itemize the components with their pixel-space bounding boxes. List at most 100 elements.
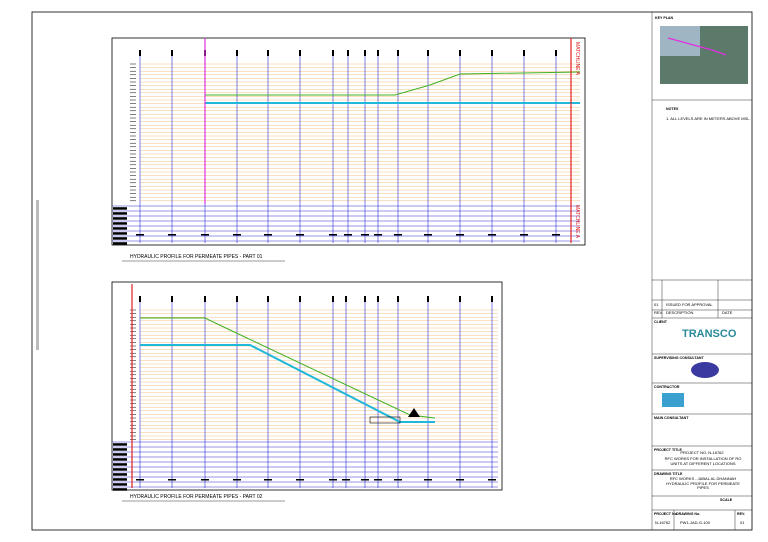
consultant-heading: SUPERVISING CONSULTANT: [654, 356, 705, 360]
station-marker: [427, 296, 429, 302]
table-mark: [488, 479, 496, 481]
table-mark: [233, 479, 241, 481]
station-marker: [299, 50, 301, 56]
rev-header: DATE: [722, 310, 733, 315]
station-marker: [459, 50, 461, 56]
rev-header: DESCRIPTION: [666, 310, 693, 315]
table-mark: [136, 234, 144, 236]
station-marker: [236, 296, 238, 302]
table-mark: [374, 234, 382, 236]
contractor-heading: CONTRACTOR: [654, 385, 680, 389]
drawing-title: RFC WORKS - JABAL AL DHANNAH HYDRAULIC P…: [666, 477, 740, 490]
station-marker: [397, 296, 399, 302]
sheet-border: [31, 11, 753, 531]
table-mark: [233, 234, 241, 236]
drawing-no: PW1-JAD-G-100: [680, 520, 711, 525]
station-marker: [347, 50, 349, 56]
station-marker: [139, 296, 141, 302]
table-mark: [361, 479, 369, 481]
table-mark: [296, 234, 304, 236]
station-marker: [267, 50, 269, 56]
table-mark: [168, 234, 176, 236]
table-label: [113, 458, 127, 461]
profile-views: [36, 38, 581, 491]
table-label: [113, 478, 127, 481]
consultant-logo: [691, 362, 719, 378]
station-marker: [427, 50, 429, 56]
structure: [369, 416, 401, 424]
table-label: [113, 237, 127, 240]
view-frame: [111, 281, 503, 491]
ground-line: [205, 71, 581, 96]
table-label: [113, 242, 127, 245]
table-label: [113, 483, 127, 486]
table-mark: [394, 234, 402, 236]
table-label: [113, 463, 127, 466]
station-marker: [204, 296, 206, 302]
table-mark: [344, 234, 352, 236]
table-label: [113, 453, 127, 456]
view-title: HYDRAULIC PROFILE FOR PERMEATE PIPES - P…: [130, 494, 263, 500]
scale-heading: SCALE: [720, 498, 733, 502]
station-marker: [364, 296, 366, 302]
project: RFC WORKS FOR INSTALLATION OF RO UNITS A…: [664, 457, 742, 466]
table-mark: [456, 479, 464, 481]
station-marker: [491, 296, 493, 302]
table-mark: [264, 479, 272, 481]
table-mark: [329, 234, 337, 236]
table-mark: [136, 479, 144, 481]
table-label: [113, 468, 127, 471]
station-marker: [171, 296, 173, 302]
station-marker: [364, 50, 366, 56]
revision: ISSUED FOR APPROVAL: [666, 302, 713, 307]
table-mark: [424, 479, 432, 481]
table-mark: [552, 234, 560, 236]
station-marker: [523, 50, 525, 56]
table-mark: [520, 234, 528, 236]
station-marker: [397, 50, 399, 56]
station-marker: [171, 50, 173, 56]
rev: 01: [740, 520, 745, 525]
table-label: [113, 473, 127, 476]
table-label: [113, 222, 127, 225]
station-marker: [377, 296, 379, 302]
station-marker: [377, 50, 379, 56]
table-mark: [394, 479, 402, 481]
client-logo: TRANSCO: [682, 328, 737, 340]
notes-heading: NOTES: [666, 107, 679, 111]
table-mark: [201, 234, 209, 236]
table-label: [113, 443, 127, 446]
station-marker: [332, 50, 334, 56]
table-label: [113, 207, 127, 210]
table-label: [113, 212, 127, 215]
project-no: PROJECT NO. N-16762: [680, 450, 724, 455]
table-mark: [168, 479, 176, 481]
table-mark: [488, 234, 496, 236]
table-mark: [329, 479, 337, 481]
station-marker: [459, 296, 461, 302]
ground-line: [140, 317, 436, 419]
drawing-heading: DRAWING TITLE: [654, 472, 683, 476]
note: 1. ALL LEVELS ARE IN METERS ABOVE MSL.: [666, 116, 751, 121]
table-mark: [374, 479, 382, 481]
drawing-no-heading: DRAWING No.: [676, 512, 700, 516]
title-block: KEY PLAN NOTES 1. ALL LEVELS ARE IN METE…: [652, 16, 752, 530]
table-mark: [361, 234, 369, 236]
table-mark: [296, 479, 304, 481]
drawing-title-wrap: RFC WORKS - JABAL AL DHANNAH HYDRAULIC P…: [666, 477, 740, 490]
side-note: [36, 200, 39, 350]
key-plan-heading: KEY PLAN: [655, 16, 674, 20]
table-mark: [424, 234, 432, 236]
matchline-label: MATCHLINE A: [574, 42, 580, 76]
station-marker: [555, 50, 557, 56]
view-title: HYDRAULIC PROFILE FOR PERMEATE PIPES - P…: [130, 254, 263, 260]
main-consultant-heading: MAIN CONSULTANT: [654, 416, 689, 420]
revision: 01: [654, 302, 659, 307]
client-heading: CLIENT: [654, 320, 668, 324]
rev-header: REV.: [654, 310, 663, 315]
pipe: [140, 344, 435, 423]
project-wrap: RFC WORKS FOR INSTALLATION OF RO UNITS A…: [664, 457, 742, 466]
station-marker: [332, 296, 334, 302]
table-label: [113, 232, 127, 235]
